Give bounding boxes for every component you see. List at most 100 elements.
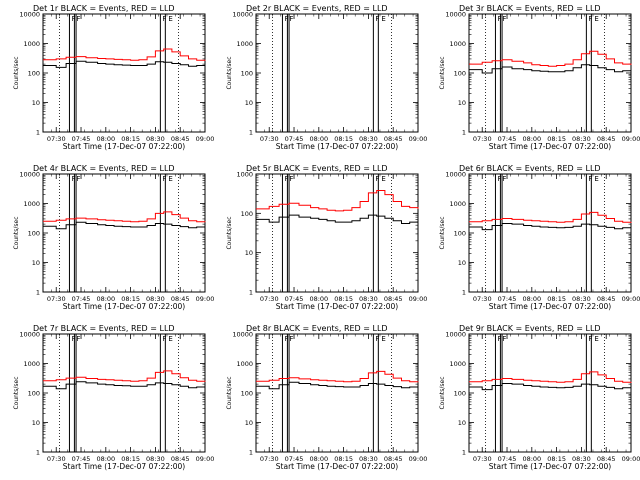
y-tick-label: 10 bbox=[32, 99, 40, 107]
marker-label: F bbox=[289, 335, 293, 343]
x-tick-label: 07:45 bbox=[72, 455, 91, 463]
y-tick-label: 10 bbox=[458, 419, 466, 427]
x-tick-label: 08:30 bbox=[146, 135, 165, 143]
y-tick-label: 1000 bbox=[236, 40, 253, 48]
panel-7: Det 7r BLACK = Events, RED = LLD 1 10 100 10… bbox=[13, 324, 214, 471]
panel-9: Det 9r BLACK = Events, RED = LLD 1 10 100 10… bbox=[439, 324, 640, 471]
x-tick-label: 07:45 bbox=[72, 135, 91, 143]
plot-frame bbox=[255, 173, 419, 293]
series-line-events bbox=[43, 381, 206, 390]
y-axis-label: Counts/sec bbox=[439, 56, 446, 89]
marker-label: F bbox=[588, 335, 592, 343]
y-tick-label: 1000 bbox=[236, 171, 253, 179]
marker-label: F bbox=[76, 15, 80, 23]
x-tick-label: 07:45 bbox=[285, 135, 304, 143]
y-tick-label: 10000 bbox=[232, 11, 253, 19]
x-tick-label: 09:00 bbox=[622, 455, 640, 463]
y-tick-label: 1000 bbox=[449, 360, 466, 368]
marker-label: F bbox=[162, 335, 166, 343]
y-tick-label: 1000 bbox=[236, 360, 253, 368]
x-tick-label: 08:00 bbox=[96, 135, 115, 143]
marker-label: E bbox=[381, 335, 385, 343]
marker-label: F bbox=[497, 15, 501, 23]
series-line-lld bbox=[43, 48, 206, 61]
panel-title: Det 9r BLACK = Events, RED = LLD bbox=[459, 324, 601, 333]
x-tick-label: 08:15 bbox=[547, 455, 566, 463]
panel-title: Det 5r BLACK = Events, RED = LLD bbox=[246, 164, 388, 173]
x-tick-label: 08:45 bbox=[597, 295, 616, 303]
x-tick-label: 08:15 bbox=[121, 295, 140, 303]
panel-4: Det 4r BLACK = Events, RED = LLD 1 10 100 10… bbox=[13, 164, 214, 311]
plot-frame bbox=[42, 13, 206, 133]
x-tick-label: 09:00 bbox=[622, 135, 640, 143]
marker-label: F bbox=[375, 175, 379, 183]
x-tick-label: 08:00 bbox=[522, 135, 541, 143]
marker-label: E bbox=[168, 175, 172, 183]
marker-label: F bbox=[76, 175, 80, 183]
x-tick-label: 07:45 bbox=[498, 295, 517, 303]
y-tick-label: 10 bbox=[32, 259, 40, 267]
y-tick-label: 100 bbox=[454, 390, 466, 398]
y-tick-label: 10000 bbox=[445, 11, 466, 19]
x-tick-label: 08:00 bbox=[309, 135, 328, 143]
y-tick-label: 10000 bbox=[19, 171, 40, 179]
series-line-lld bbox=[469, 211, 632, 223]
y-tick-label: 100 bbox=[241, 390, 253, 398]
x-tick-label: 07:30 bbox=[260, 455, 279, 463]
x-tick-label: 08:45 bbox=[597, 455, 616, 463]
x-tick-label: 08:00 bbox=[522, 295, 541, 303]
panel-2: Det 2r BLACK = Events, RED = LLD 1 10 100 10… bbox=[226, 4, 427, 151]
y-tick-label: 10 bbox=[458, 259, 466, 267]
x-tick-label: 08:30 bbox=[146, 455, 165, 463]
x-tick-label: 08:00 bbox=[96, 455, 115, 463]
marker-label: F bbox=[375, 15, 379, 23]
x-tick-label: 08:30 bbox=[572, 135, 591, 143]
plot-frame bbox=[468, 13, 632, 133]
plot-frame bbox=[255, 13, 419, 133]
x-tick-label: 07:30 bbox=[47, 455, 66, 463]
marker-label: E bbox=[168, 15, 172, 23]
marker-label: E bbox=[594, 175, 598, 183]
series-line-events bbox=[256, 214, 419, 226]
marker-label: F bbox=[588, 175, 592, 183]
series-line-events bbox=[469, 64, 632, 74]
y-tick-label: 10000 bbox=[19, 11, 40, 19]
marker-label: F bbox=[502, 175, 506, 183]
x-tick-label: 08:30 bbox=[572, 455, 591, 463]
y-tick-label: 1 bbox=[249, 129, 253, 137]
series-line-lld bbox=[256, 370, 419, 383]
x-tick-label: 07:45 bbox=[498, 455, 517, 463]
x-axis-label: Start Time (17-Dec-07 07:22:00) bbox=[63, 142, 185, 151]
x-tick-label: 08:15 bbox=[547, 295, 566, 303]
y-tick-label: 1000 bbox=[23, 200, 40, 208]
x-tick-label: 08:45 bbox=[384, 295, 403, 303]
y-axis-label: Counts/sec bbox=[13, 376, 20, 409]
x-tick-label: 08:15 bbox=[121, 135, 140, 143]
y-tick-label: 100 bbox=[28, 390, 40, 398]
series-line-lld bbox=[469, 371, 632, 383]
y-tick-label: 1000 bbox=[23, 40, 40, 48]
x-tick-label: 07:30 bbox=[473, 295, 492, 303]
x-tick-label: 07:45 bbox=[72, 295, 91, 303]
plot-frame bbox=[468, 173, 632, 293]
marker-label: F bbox=[502, 335, 506, 343]
plot-frame bbox=[468, 333, 632, 453]
y-tick-label: 100 bbox=[28, 230, 40, 238]
series-line-lld bbox=[43, 211, 206, 223]
x-tick-label: 08:15 bbox=[121, 455, 140, 463]
x-tick-label: 07:30 bbox=[473, 455, 492, 463]
panel-title: Det 3r BLACK = Events, RED = LLD bbox=[459, 4, 601, 13]
x-tick-label: 09:00 bbox=[196, 295, 215, 303]
x-tick-label: 08:00 bbox=[309, 295, 328, 303]
x-tick-label: 08:30 bbox=[359, 455, 378, 463]
y-tick-label: 1 bbox=[36, 289, 40, 297]
x-tick-label: 07:30 bbox=[47, 135, 66, 143]
series-line-events bbox=[469, 383, 632, 391]
panel-title: Det 2r BLACK = Events, RED = LLD bbox=[246, 4, 388, 13]
y-tick-label: 1000 bbox=[23, 360, 40, 368]
marker-label: F bbox=[497, 175, 501, 183]
panel-3: Det 3r BLACK = Events, RED = LLD 1 10 100 10… bbox=[439, 4, 640, 151]
x-tick-label: 09:00 bbox=[409, 295, 428, 303]
marker-label: F bbox=[502, 15, 506, 23]
y-axis-label: Counts/sec bbox=[226, 56, 233, 89]
